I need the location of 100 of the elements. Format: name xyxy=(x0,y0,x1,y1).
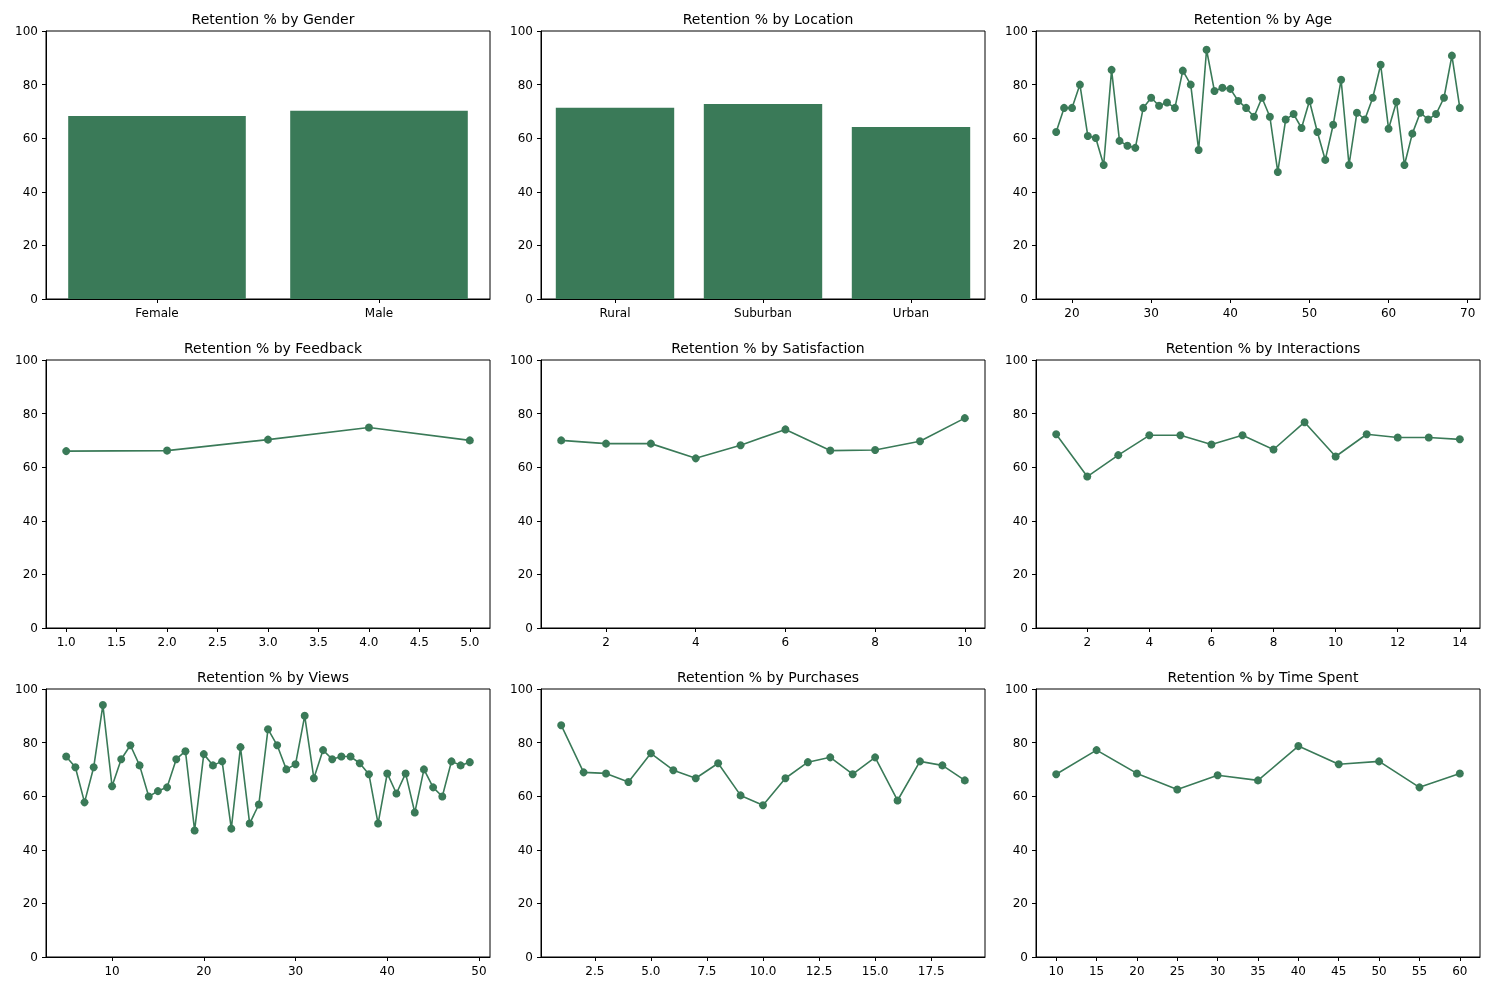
point xyxy=(98,701,107,710)
y-tick-label: 60 xyxy=(517,131,533,146)
y-tick-label: 40 xyxy=(517,842,533,857)
y-tick-label: 20 xyxy=(1012,896,1028,911)
point xyxy=(465,758,474,767)
point xyxy=(1321,155,1330,164)
x-tick-label: 12.5 xyxy=(805,964,833,978)
point xyxy=(1176,431,1185,440)
y-tick-label: 0 xyxy=(525,621,533,635)
point xyxy=(108,782,117,791)
chart-title: Retention % by Feedback xyxy=(183,340,363,356)
x-tick-label: 2 xyxy=(602,635,610,649)
point xyxy=(1052,128,1061,137)
x-tick-label: 4.5 xyxy=(409,635,429,649)
chart-title: Retention % by Age xyxy=(1193,11,1333,27)
x-tick-label: 70 xyxy=(1460,306,1476,320)
point xyxy=(1424,115,1433,124)
point xyxy=(181,747,190,756)
point xyxy=(429,783,438,792)
y-tick-label: 60 xyxy=(22,460,38,475)
bar xyxy=(555,107,675,299)
y-tick-label: 80 xyxy=(517,406,533,421)
y-tick-label: 60 xyxy=(517,460,533,475)
bar xyxy=(703,103,823,299)
point xyxy=(319,746,328,755)
point xyxy=(208,761,217,770)
y-tick-label: 20 xyxy=(517,896,533,911)
point xyxy=(915,437,924,446)
x-tick-label: 2.0 xyxy=(157,635,177,649)
point xyxy=(1289,110,1298,119)
point xyxy=(1384,124,1393,133)
point xyxy=(1331,452,1340,461)
point xyxy=(1269,445,1278,454)
y-tick-label: 80 xyxy=(517,735,533,750)
point xyxy=(579,768,588,777)
point xyxy=(62,447,71,456)
point xyxy=(1345,161,1354,169)
y-tick-label: 0 xyxy=(30,292,38,306)
point xyxy=(1162,98,1171,107)
point xyxy=(227,824,236,833)
point xyxy=(1173,785,1182,794)
point xyxy=(1178,66,1187,75)
point xyxy=(1170,103,1179,112)
point xyxy=(300,711,309,720)
point xyxy=(1114,451,1123,460)
point xyxy=(245,819,254,828)
point xyxy=(1424,433,1433,442)
x-tick-label: 4 xyxy=(1145,635,1154,649)
x-tick-label: 60 xyxy=(1452,964,1468,978)
x-tick-label: 30 xyxy=(1210,964,1226,978)
point xyxy=(199,750,208,759)
chart-title: Retention % by Interactions xyxy=(1165,340,1361,356)
point xyxy=(1352,108,1361,117)
point xyxy=(1300,418,1309,427)
point xyxy=(309,774,318,783)
point xyxy=(938,761,947,770)
x-tick-label: 6 xyxy=(781,635,790,649)
point xyxy=(691,774,700,783)
x-tick-label: 50 xyxy=(1301,306,1318,320)
x-tick-label: 10 xyxy=(957,635,973,649)
x-tick-label: 4 xyxy=(691,635,700,649)
point xyxy=(1362,430,1371,439)
point xyxy=(1455,769,1464,778)
point xyxy=(1313,128,1322,137)
x-tick-label: 6 xyxy=(1207,635,1216,649)
point xyxy=(1186,80,1195,89)
y-tick-label: 40 xyxy=(1012,513,1028,528)
x-tick-label: 10.0 xyxy=(749,964,777,978)
point xyxy=(1393,433,1402,442)
y-tick-label: 0 xyxy=(30,621,38,635)
point xyxy=(1218,83,1227,92)
x-tick-label: 30 xyxy=(287,964,304,978)
point xyxy=(624,778,633,786)
x-tick-label: 40 xyxy=(1290,964,1306,978)
y-tick-label: 20 xyxy=(22,567,38,582)
point xyxy=(736,791,745,800)
x-tick-label: Rural xyxy=(599,306,631,320)
y-tick-label: 0 xyxy=(1020,292,1028,306)
point xyxy=(89,763,98,772)
point xyxy=(602,439,611,448)
point xyxy=(871,446,880,455)
point xyxy=(1091,133,1100,142)
point xyxy=(1440,93,1448,102)
x-tick-label: 40 xyxy=(1222,306,1238,320)
point xyxy=(1408,129,1417,138)
y-tick-label: 40 xyxy=(22,513,38,528)
point xyxy=(759,801,767,810)
point xyxy=(1115,136,1124,145)
point xyxy=(126,741,135,750)
x-tick-label: 20 xyxy=(196,964,212,978)
y-tick-label: 60 xyxy=(1012,131,1028,146)
y-tick-label: 60 xyxy=(22,789,38,804)
point xyxy=(1234,96,1243,105)
x-tick-label: 4.0 xyxy=(359,635,379,649)
x-tick-label: 15.0 xyxy=(861,964,889,978)
point xyxy=(1242,103,1251,112)
point xyxy=(1194,145,1203,154)
x-tick-label: 1.5 xyxy=(107,635,127,649)
point xyxy=(364,770,373,779)
point xyxy=(1360,115,1369,124)
